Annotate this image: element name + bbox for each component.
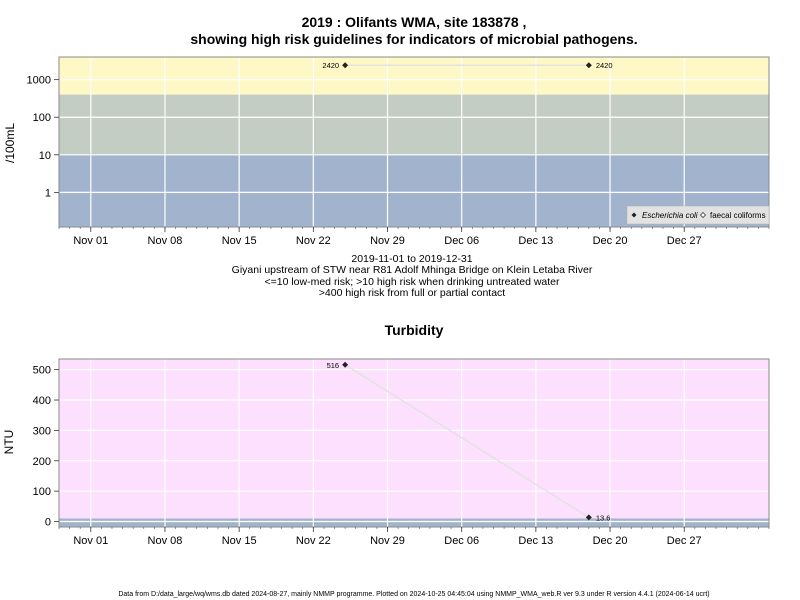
x-tick-label-0: Nov 01 — [73, 535, 108, 547]
y-tick-label-3: 1000 — [27, 75, 51, 87]
grid-lines — [59, 57, 769, 227]
data-point-0-1 — [585, 62, 592, 69]
legend-item-faecal-coliforms: faecal coliforms — [710, 211, 766, 220]
legend-item-escherichia-coli: Escherichia coli — [642, 211, 698, 220]
plot-frame — [58, 56, 770, 228]
legend-box — [626, 205, 770, 225]
x-tick-label-2: Nov 15 — [222, 235, 257, 247]
y-tick-label-2: 100 — [33, 112, 51, 124]
x-tick-label-7: Dec 20 — [593, 535, 628, 547]
turbidity-x-axis: Nov 01 Nov 08 Nov 15 Nov 22 Nov 29 Dec 06 Dec … — [58, 527, 770, 547]
x-tick-label-0: Nov 01 — [73, 235, 108, 247]
plot-border — [58, 56, 770, 228]
data-label-0-0: 2420 — [322, 61, 339, 70]
y-tick-label-1: 100 — [33, 486, 51, 498]
y-tick-label-2: 200 — [33, 456, 51, 468]
data-label-0-0: 516 — [327, 361, 340, 370]
x-tick-label-6: Dec 13 — [518, 235, 553, 247]
subtitle-guideline-contact: >400 high risk from full or partial cont… — [319, 287, 506, 299]
x-tick-label-3: Nov 22 — [296, 235, 331, 247]
footer-note: Data from D:/data_large/wq/wms.db dated … — [118, 591, 709, 598]
legend: Escherichia coli faecal coliforms — [626, 205, 770, 225]
data-point-0-1 — [585, 514, 592, 521]
turbidity-bands — [59, 359, 769, 527]
x-tick-label-5: Dec 06 — [444, 535, 479, 547]
turbidity-title: Turbidity — [385, 322, 444, 338]
chart-title-line2: showing high risk guidelines for indicat… — [190, 31, 637, 47]
y-axis: 1 10 100 1000 — [27, 75, 59, 199]
turbidity-grid-lines — [59, 359, 769, 527]
chart-title-line1: 2019 : Olifants WMA, site 183878 , — [302, 14, 527, 30]
x-tick-label-8: Dec 27 — [667, 235, 702, 247]
turbidity-y-axis: 0 100 200 300 400 500 — [33, 365, 59, 529]
y-tick-label-3: 300 — [33, 425, 51, 437]
subtitle-date-range: 2019-11-01 to 2019-12-31 — [351, 253, 472, 265]
risk-band-1 — [59, 94, 769, 155]
data-point-0-0 — [342, 62, 349, 69]
x-tick-label-4: Nov 29 — [370, 235, 405, 247]
data-point-0-0 — [342, 361, 349, 368]
series-line-0 — [344, 364, 590, 518]
y-axis-label: /100mL — [3, 123, 17, 163]
x-tick-label-2: Nov 15 — [222, 535, 257, 547]
y-tick-label-1: 10 — [39, 150, 51, 162]
y-tick-label-5: 500 — [33, 365, 51, 377]
y-tick-label-4: 400 — [33, 395, 51, 407]
risk-band-2 — [59, 57, 769, 95]
risk-band-1 — [59, 359, 769, 519]
risk-bands — [59, 57, 769, 227]
turbidity-y-axis-label: NTU — [2, 430, 16, 455]
turbidity-plot-frame — [58, 358, 770, 528]
x-tick-label-4: Nov 29 — [370, 535, 405, 547]
risk-band-0 — [59, 518, 769, 527]
turbidity-series: 516 13.6 — [327, 361, 611, 523]
y-tick-label-0: 1 — [45, 187, 51, 199]
data-series: 2420 2420 — [322, 61, 612, 70]
x-tick-label-6: Dec 13 — [518, 535, 553, 547]
x-tick-label-5: Dec 06 — [444, 235, 479, 247]
legend-marker-open-diamond — [700, 212, 706, 218]
subtitle-guideline-drinking: <=10 low-med risk; >10 high risk when dr… — [264, 276, 560, 288]
x-tick-label-1: Nov 08 — [148, 535, 183, 547]
data-label-0-1: 13.6 — [596, 513, 611, 522]
data-label-0-1: 2420 — [596, 61, 613, 70]
x-tick-label-8: Dec 27 — [667, 535, 702, 547]
x-axis: Nov 01 Nov 08 Nov 15 Nov 22 Nov 29 Dec 06 Dec … — [58, 227, 770, 247]
legend-marker-filled-diamond — [631, 212, 637, 218]
y-tick-label-0: 0 — [45, 517, 51, 529]
x-tick-label-1: Nov 08 — [148, 235, 183, 247]
x-tick-label-3: Nov 22 — [296, 535, 331, 547]
x-tick-label-7: Dec 20 — [593, 235, 628, 247]
subtitle-site: Giyani upstream of STW near R81 Adolf Mh… — [232, 264, 593, 276]
plot-border — [58, 358, 770, 528]
